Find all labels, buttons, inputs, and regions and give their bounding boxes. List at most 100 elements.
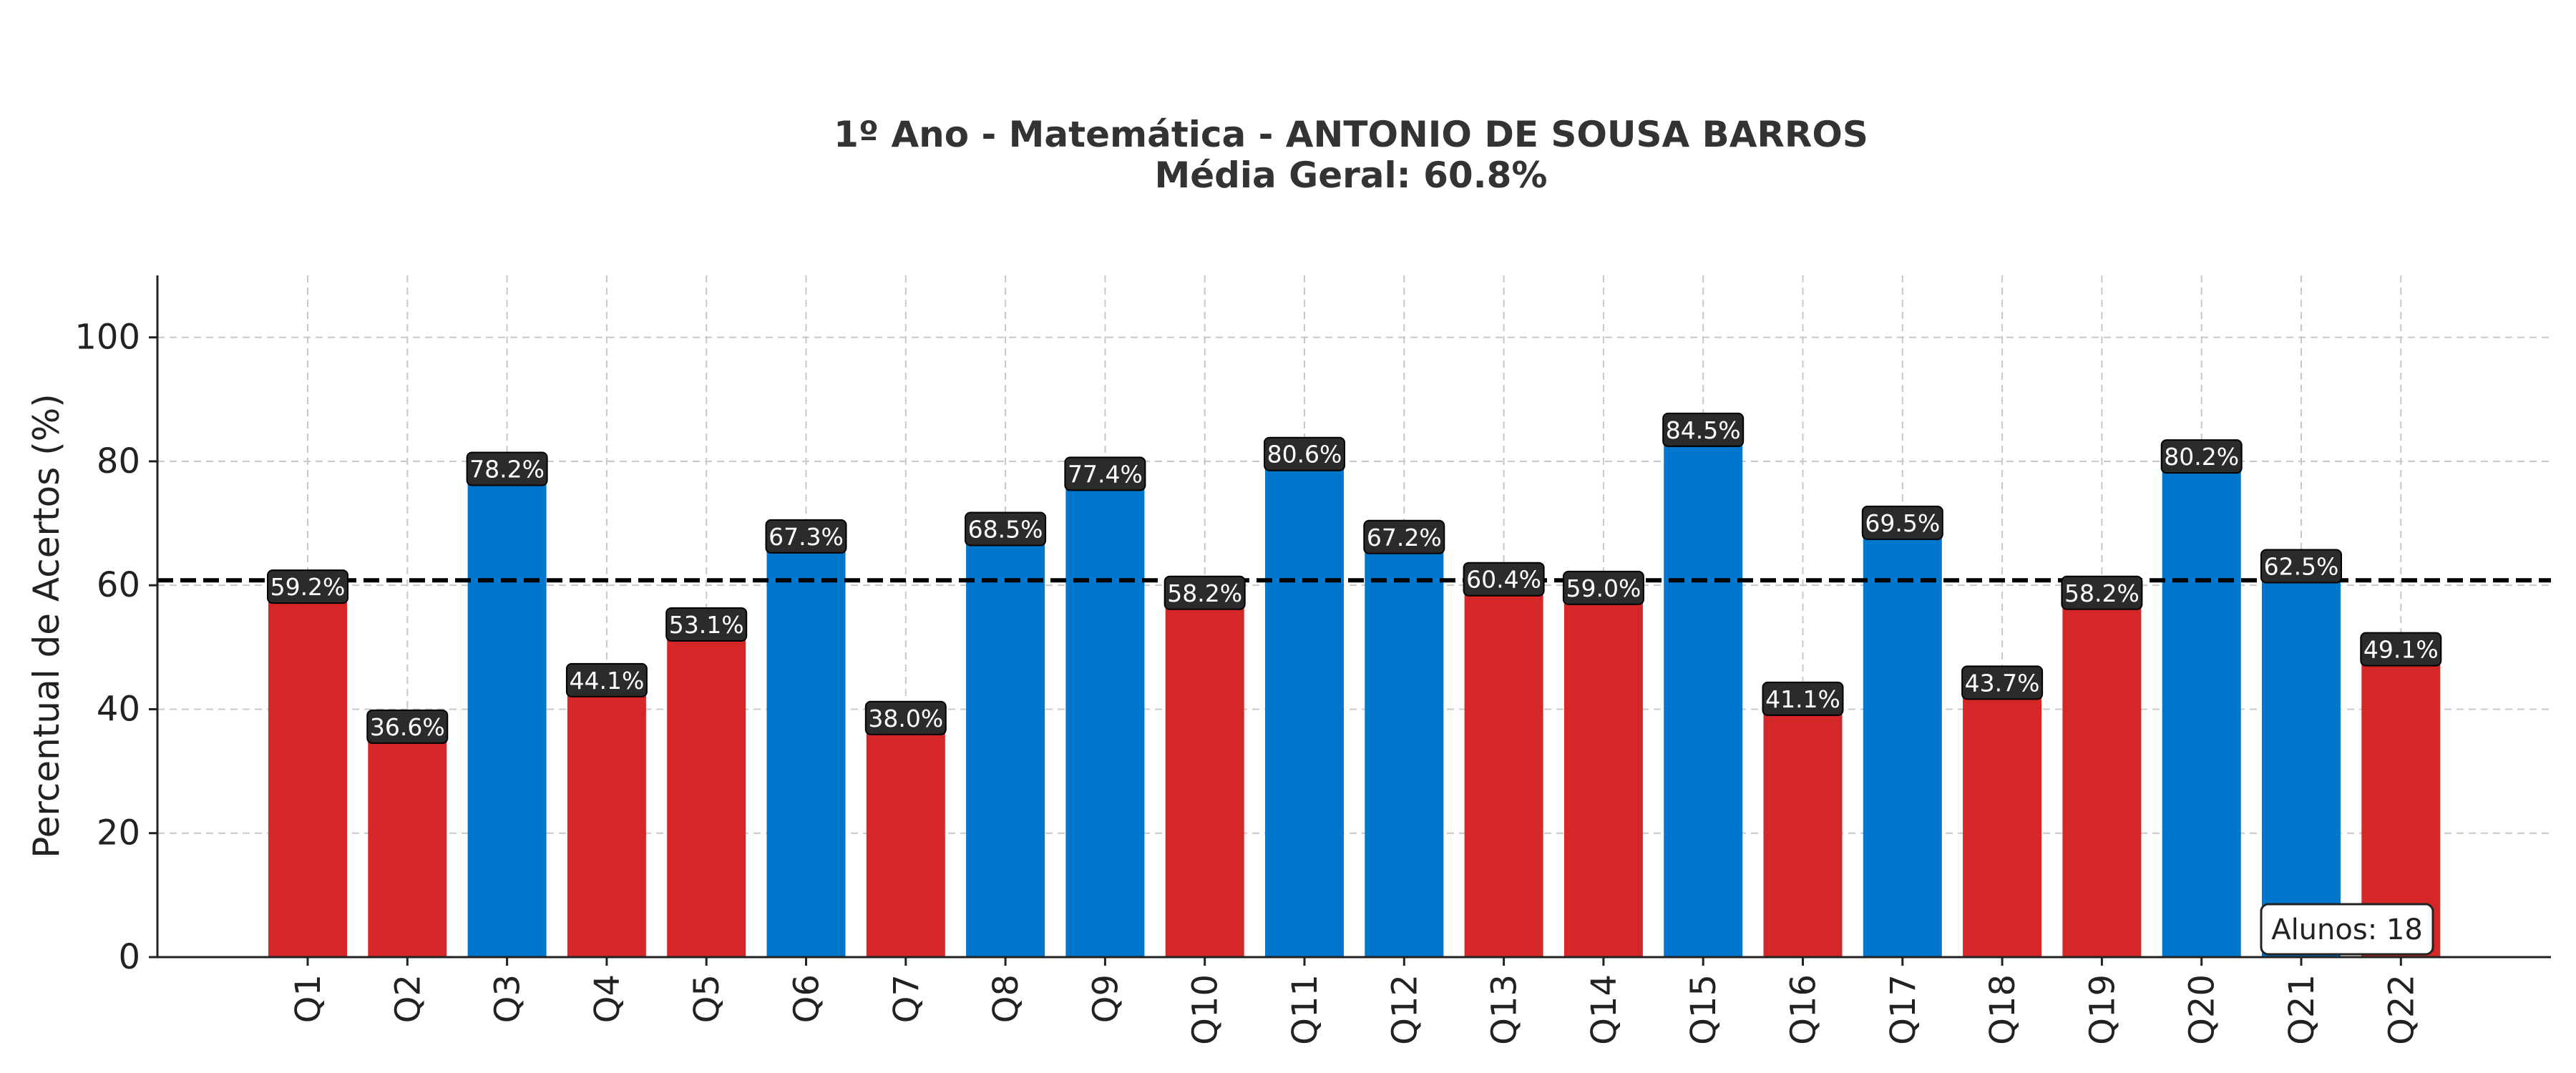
value-label: 80.2% xyxy=(2164,443,2239,471)
bar-q21 xyxy=(2262,569,2341,957)
value-label-box xyxy=(1363,519,1445,554)
x-tick-label: Q14 xyxy=(1584,974,1624,1045)
tick-labels: 0 20 40 60 80 100 Q1 Q2 Q3 Q4 Q5 Q6 Q7 Q8 Q9 Q10 Q11 Q12 Q… xyxy=(74,318,2421,1045)
x-tick-label: Q2 xyxy=(388,974,428,1023)
value-label-box xyxy=(1064,456,1146,491)
value-label: 41.1% xyxy=(1765,685,1840,713)
x-tick-label: Q11 xyxy=(1285,974,1325,1045)
x-tick-label: Q1 xyxy=(288,974,328,1023)
value-label-box xyxy=(1562,570,1644,605)
value-label-box xyxy=(864,700,947,735)
x-tick-label: Q20 xyxy=(2182,974,2223,1045)
value-label-box xyxy=(1762,681,1844,716)
value-label: 69.5% xyxy=(1865,509,1940,537)
value-label: 36.6% xyxy=(370,713,445,741)
bar-value-labels: 59.2% 36.6% 78.2% 44.1% 53.1% 67.3% 38.0% 68.5%… xyxy=(267,412,2442,744)
bar-q16 xyxy=(1763,702,1843,957)
bar-q12 xyxy=(1365,540,1444,957)
value-label: 62.5% xyxy=(2264,553,2339,581)
y-tick-label: 20 xyxy=(97,813,140,853)
value-label-box xyxy=(466,451,548,486)
annotation-text: Alunos: 18 xyxy=(2271,913,2423,946)
value-label: 58.2% xyxy=(1167,579,1242,607)
y-axis-label: Percentual de Acertos (%) xyxy=(26,393,67,858)
x-tick-label: Q8 xyxy=(986,974,1026,1023)
value-label: 59.2% xyxy=(270,573,346,601)
x-tick-label: Q5 xyxy=(687,974,727,1023)
value-label-box xyxy=(965,511,1047,547)
value-label: 58.2% xyxy=(2064,579,2140,607)
value-label-box xyxy=(2260,549,2342,584)
value-label-box xyxy=(1861,505,1943,540)
bar-q14 xyxy=(1563,591,1643,957)
bar-q20 xyxy=(2162,460,2241,957)
bar-q2 xyxy=(368,730,447,957)
value-label: 77.4% xyxy=(1068,460,1143,488)
value-label-box xyxy=(1961,665,2044,700)
x-tick-label: Q12 xyxy=(1385,974,1425,1045)
x-tick-label: Q13 xyxy=(1485,974,1525,1045)
value-label-box xyxy=(1662,412,1745,447)
bar-q17 xyxy=(1863,526,1942,957)
value-label: 67.2% xyxy=(1367,524,1442,552)
bar-q6 xyxy=(766,539,846,957)
value-label-box xyxy=(267,569,348,604)
x-tick-label: Q19 xyxy=(2082,974,2122,1045)
y-tick-label: 0 xyxy=(118,937,140,977)
value-label: 49.1% xyxy=(2363,636,2439,664)
annotation-box xyxy=(2260,903,2434,956)
bar-q4 xyxy=(567,683,646,957)
bar-q7 xyxy=(866,721,945,957)
bar-q9 xyxy=(1065,477,1145,957)
value-label-box xyxy=(1264,436,1345,471)
x-tick-label: Q16 xyxy=(1784,974,1824,1045)
value-label: 53.1% xyxy=(669,611,744,639)
chart-subtitle: Média Geral: 60.8% xyxy=(1154,155,1547,196)
value-label: 60.4% xyxy=(1466,566,1541,594)
value-label-box xyxy=(765,519,847,554)
value-label-box xyxy=(565,662,648,697)
x-tick-label: Q18 xyxy=(1983,974,2023,1045)
x-tick-label: Q15 xyxy=(1684,974,1724,1045)
value-label-box xyxy=(2061,575,2143,610)
value-label: 84.5% xyxy=(1666,416,1741,444)
value-label-box xyxy=(1463,562,1545,597)
x-tick-label: Q6 xyxy=(787,974,827,1023)
bar-q8 xyxy=(966,532,1045,957)
students-annotation: Alunos: 18 xyxy=(2260,903,2434,956)
x-tick-label: Q7 xyxy=(887,974,927,1023)
bar-q19 xyxy=(2062,596,2142,957)
bar-q18 xyxy=(1963,686,2042,957)
y-tick-label: 60 xyxy=(97,565,140,605)
x-tick-label: Q21 xyxy=(2282,974,2322,1045)
bar-q11 xyxy=(1265,457,1344,957)
value-label: 59.0% xyxy=(1566,574,1641,602)
bar-q15 xyxy=(1664,433,1743,957)
value-label: 78.2% xyxy=(469,456,545,484)
value-label: 68.5% xyxy=(968,516,1043,544)
value-label-box xyxy=(2160,439,2243,474)
value-label: 44.1% xyxy=(569,667,644,695)
x-tick-label: Q4 xyxy=(587,974,628,1023)
bar-q10 xyxy=(1165,596,1244,957)
y-tick-label: 100 xyxy=(74,318,140,358)
y-tick-label: 40 xyxy=(97,689,140,729)
y-tick-label: 80 xyxy=(97,441,140,481)
bar-q13 xyxy=(1464,582,1543,957)
value-label: 43.7% xyxy=(1965,669,2040,697)
bars xyxy=(268,433,2441,957)
value-label: 38.0% xyxy=(868,705,943,733)
value-label-box xyxy=(665,607,748,642)
axes xyxy=(149,275,2551,966)
value-label-box xyxy=(2360,632,2442,667)
value-label-box xyxy=(1163,575,1246,610)
x-tick-label: Q9 xyxy=(1085,974,1126,1023)
bar-q5 xyxy=(667,627,746,957)
x-tick-label: Q17 xyxy=(1883,974,1923,1045)
x-tick-label: Q22 xyxy=(2381,974,2421,1045)
bar-q3 xyxy=(467,472,547,957)
x-tick-label: Q10 xyxy=(1186,974,1226,1045)
value-label: 80.6% xyxy=(1267,441,1342,469)
bar-q1 xyxy=(268,590,347,957)
